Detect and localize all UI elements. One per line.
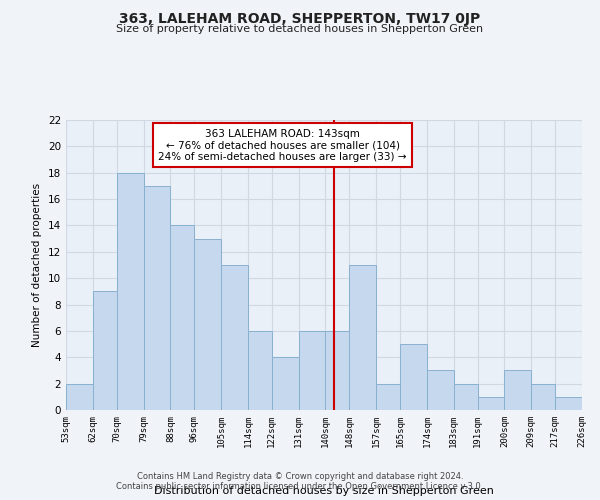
Bar xyxy=(143,186,170,410)
X-axis label: Distribution of detached houses by size in Shepperton Green: Distribution of detached houses by size … xyxy=(154,486,494,496)
Bar xyxy=(427,370,454,410)
Bar xyxy=(531,384,555,410)
Bar xyxy=(349,265,376,410)
Bar xyxy=(272,358,299,410)
Bar xyxy=(66,384,93,410)
Bar xyxy=(400,344,427,410)
Text: 363, LALEHAM ROAD, SHEPPERTON, TW17 0JP: 363, LALEHAM ROAD, SHEPPERTON, TW17 0JP xyxy=(119,12,481,26)
Text: Contains HM Land Registry data © Crown copyright and database right 2024.: Contains HM Land Registry data © Crown c… xyxy=(137,472,463,481)
Text: Size of property relative to detached houses in Shepperton Green: Size of property relative to detached ho… xyxy=(116,24,484,34)
Bar xyxy=(555,397,582,410)
Bar xyxy=(221,265,248,410)
Text: Contains public sector information licensed under the Open Government Licence v.: Contains public sector information licen… xyxy=(116,482,484,491)
Bar xyxy=(376,384,400,410)
Bar xyxy=(170,226,194,410)
Bar xyxy=(478,397,505,410)
Bar xyxy=(299,331,325,410)
Bar xyxy=(248,331,272,410)
Bar xyxy=(325,331,349,410)
Y-axis label: Number of detached properties: Number of detached properties xyxy=(32,183,43,347)
Bar xyxy=(117,172,143,410)
Bar xyxy=(194,238,221,410)
Bar xyxy=(505,370,531,410)
Text: 363 LALEHAM ROAD: 143sqm
← 76% of detached houses are smaller (104)
24% of semi-: 363 LALEHAM ROAD: 143sqm ← 76% of detach… xyxy=(158,128,407,162)
Bar xyxy=(454,384,478,410)
Bar xyxy=(93,292,117,410)
